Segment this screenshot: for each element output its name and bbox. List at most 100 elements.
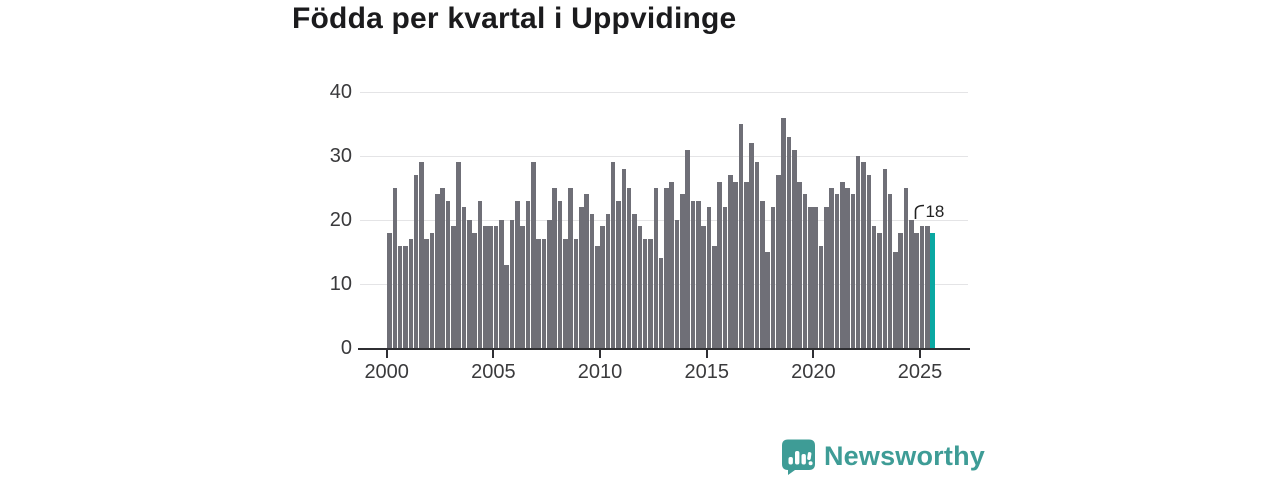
bar [823,207,829,348]
x-axis-tick-label: 2015 [684,361,729,383]
x-axis-tick [919,350,922,358]
x-axis-tick-label: 2025 [897,361,943,383]
x-axis-tick [705,350,708,358]
logo-bar-chart-bubble-icon [781,438,816,475]
bar [728,175,733,348]
bar [845,188,850,348]
bar [802,194,808,348]
bar [546,220,552,348]
x-axis-tick [492,350,495,358]
bar [696,200,701,348]
bar [451,226,456,348]
bar [807,207,813,348]
bar [850,194,856,348]
bar [914,232,920,348]
bar [637,226,643,348]
bar [893,252,898,348]
bar [435,194,440,348]
bar [440,188,446,348]
x-axis-tick-label: 2010 [577,361,623,383]
bar [919,226,925,348]
bar [504,264,509,348]
x-axis-tick-label: 2005 [471,361,516,383]
bar [584,194,589,348]
bar [674,220,680,348]
bar [483,226,488,348]
bar [898,232,904,348]
bar [855,156,861,348]
bar [589,213,595,348]
bar [648,239,653,348]
bar [600,226,605,348]
bar [536,239,541,348]
y-axis-tick-label: 30 [329,145,352,167]
bar [722,207,728,348]
bar [461,207,467,348]
bar [573,239,579,348]
bar [903,188,909,348]
gridline-y40 [360,92,968,93]
y-axis-tick-label: 20 [329,209,352,231]
bar [477,200,483,348]
x-axis-tick [385,350,388,358]
bar [781,117,786,348]
bar [834,194,840,348]
bar [818,245,824,348]
bar [749,143,754,348]
bar [770,207,776,348]
bar [610,162,616,348]
bar [669,181,675,348]
x-axis-tick [599,350,602,358]
bar [658,258,664,348]
bar [632,213,637,348]
newsworthy-logo: Newsworthy [781,436,985,476]
bar [562,239,568,348]
bar [429,232,435,348]
bar [706,207,712,348]
bar [488,226,493,348]
bar [605,213,611,348]
bar [467,220,472,348]
bar [413,175,419,348]
bar [472,232,477,348]
annotation-value-label: 18 [925,201,945,221]
bar [408,239,414,348]
bar [733,181,738,348]
bar [578,207,584,348]
x-axis-tick-label: 2000 [364,361,409,383]
bar [621,168,627,348]
y-axis-tick-label: 40 [329,81,352,103]
bar [397,245,403,348]
bar [499,220,504,348]
bar [557,200,563,348]
bar [754,162,760,348]
bar [685,149,691,348]
bar [552,188,557,348]
bar [653,188,659,348]
bar [839,181,845,348]
bar [813,207,818,348]
bar [797,181,802,348]
bar [791,149,797,348]
bar [871,226,877,348]
gridline-y30 [360,156,968,157]
bar [701,226,707,348]
bar [760,200,765,348]
bar [712,245,717,348]
bar [744,181,749,348]
bar [392,188,398,348]
bar [616,200,621,348]
bar [456,162,462,348]
bar [925,226,930,348]
bar [690,200,696,348]
bar [568,188,573,348]
chart-title: Födda per kvartal i Uppvidinge [292,2,737,35]
bar [419,162,424,348]
y-axis-tick-label: 0 [340,337,352,359]
bar [887,194,893,348]
y-axis-tick-label: 10 [329,273,352,295]
bar [594,245,600,348]
annotation-callout-line [914,204,926,225]
bar [717,181,722,348]
bar [387,232,392,348]
